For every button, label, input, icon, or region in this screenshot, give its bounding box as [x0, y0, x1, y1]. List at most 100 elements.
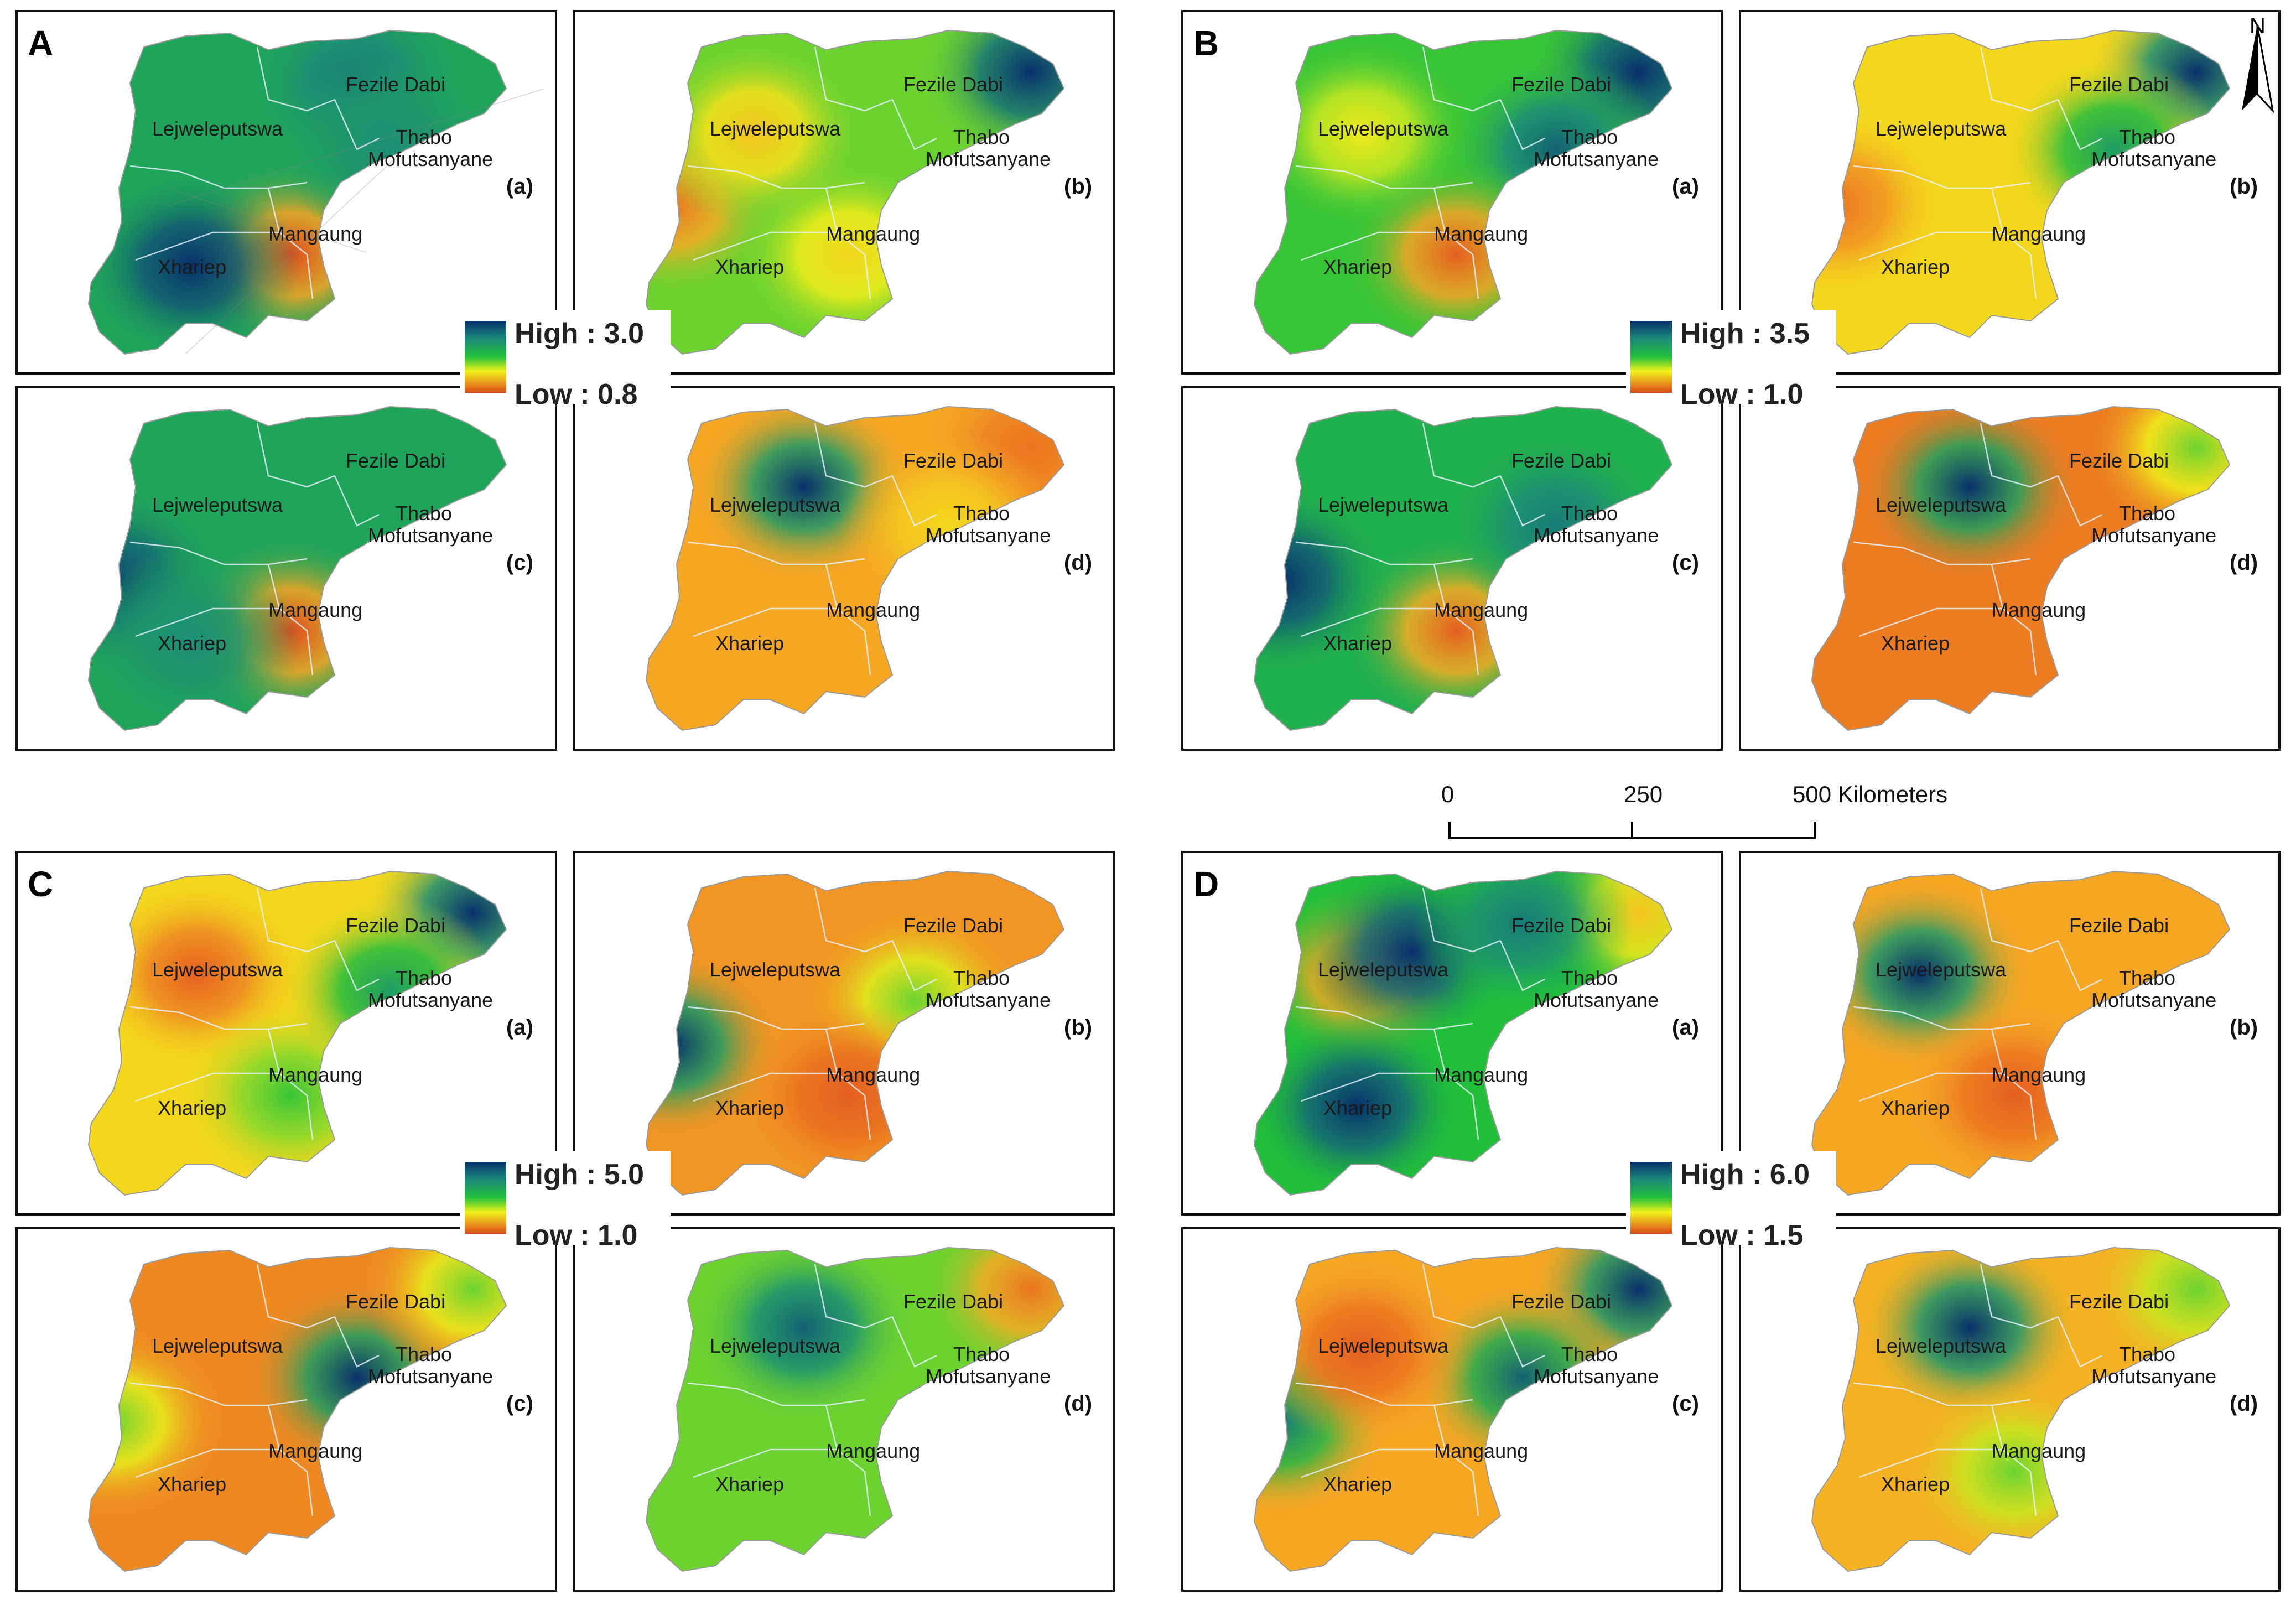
- region-label-mangaung: Mangaung: [826, 599, 920, 621]
- district-boundary: [1295, 541, 1473, 565]
- region-label-thabo-line1: Thabo: [1561, 1343, 1618, 1365]
- map-panel-c-b: Fezile Dabi Lejweleputswa ThaboMofutsanyan…: [573, 851, 1115, 1216]
- district-boundary: [814, 46, 893, 112]
- region-label-fezile-dabi: Fezile Dabi: [1511, 914, 1611, 937]
- district-boundary: [1301, 1448, 1445, 1478]
- district-boundary: [1499, 1316, 1545, 1368]
- panel-tag: (c): [1672, 550, 1699, 575]
- district-boundary: [687, 541, 865, 565]
- region-label-thabo-line1: Thabo: [396, 967, 452, 989]
- district-boundary: [135, 607, 279, 637]
- region-label-mangaung: Mangaung: [1434, 222, 1528, 245]
- region-label-mangaung: Mangaung: [1434, 599, 1528, 621]
- region-label-thabo-line2: Mofutsanyane: [1534, 989, 1659, 1011]
- province-outline: [645, 29, 1065, 355]
- map-panel-b-c: Fezile Dabi Lejweleputswa ThaboMofutsanyan…: [1181, 386, 1723, 751]
- province-outline: [1811, 29, 2231, 355]
- graticule-line: [136, 88, 546, 244]
- region-label-fezile-dabi: Fezile Dabi: [903, 73, 1003, 96]
- region-label-lejweleputswa: Lejweleputswa: [710, 117, 841, 140]
- region-label-lejweleputswa: Lejweleputswa: [710, 1334, 841, 1357]
- region-label-fezile-dabi: Fezile Dabi: [903, 914, 1003, 937]
- legend-high-label: High : 3.5: [1680, 318, 1810, 350]
- hotspot: [2086, 407, 2230, 542]
- panel-tag: (a): [506, 1015, 533, 1040]
- district-boundary: [1301, 231, 1445, 261]
- map-panel-a-a: Fezile Dabi Lejweleputswa ThaboMofutsanyan…: [15, 10, 557, 375]
- province-outline: [87, 29, 507, 355]
- district-boundary: [256, 46, 335, 112]
- district-boundary: [693, 607, 837, 637]
- region-label-thabo-line2: Mofutsanyane: [1534, 148, 1659, 170]
- region-label-lejweleputswa: Lejweleputswa: [1876, 958, 2007, 981]
- district-boundary: [135, 1072, 279, 1102]
- map-panel-c-a: Fezile Dabi Lejweleputswa ThaboMofutsanyan…: [15, 851, 557, 1216]
- region-label-fezile-dabi: Fezile Dabi: [346, 1290, 445, 1313]
- province-outline: [1253, 1246, 1673, 1572]
- district-boundary: [891, 940, 937, 991]
- district-boundary: [129, 165, 308, 189]
- hotspot: [1254, 1012, 1467, 1195]
- map-group-d: Fezile Dabi Lejweleputswa Thabo Mofutsanyan…: [1181, 851, 2281, 1592]
- map-panel-a-c: Fezile Dabi Lejweleputswa ThaboMofutsanyan…: [15, 386, 557, 751]
- legend-high-label: High : 5.0: [515, 1159, 644, 1191]
- district-boundary: [1853, 541, 2031, 565]
- region-label-thabo-line1: Thabo: [953, 967, 1010, 989]
- region-label-fezile-dabi: Fezile Dabi: [1511, 449, 1611, 472]
- district-boundary: [1499, 475, 1545, 527]
- region-label-thabo-line1: Thabo: [953, 502, 1010, 524]
- region-label-mangaung: Mangaung: [1434, 1440, 1528, 1462]
- region-label-fezile-dabi: Fezile Dabi: [346, 73, 445, 96]
- region-label-xhariep: Xhariep: [158, 256, 226, 278]
- region-label-fezile-dabi: Fezile Dabi: [1511, 1290, 1611, 1313]
- region-label-fezile-dabi: Fezile Dabi: [2069, 449, 2169, 472]
- province-outline: [87, 1246, 507, 1572]
- panel-tag: (c): [506, 1391, 533, 1416]
- region-label-mangaung: Mangaung: [826, 1440, 920, 1462]
- district-boundary: [891, 475, 937, 527]
- district-boundary: [1980, 1264, 2059, 1329]
- region-label-fezile-dabi: Fezile Dabi: [2069, 1290, 2169, 1313]
- district-boundary: [2057, 475, 2103, 527]
- hotspot: [1254, 1256, 1473, 1444]
- panel-tag: (d): [2230, 1391, 2258, 1416]
- district-boundary: [135, 1448, 279, 1478]
- legend-low-label: Low : 1.0: [1680, 378, 1803, 411]
- district-boundary: [1858, 1448, 2003, 1478]
- region-label-mangaung: Mangaung: [268, 599, 362, 621]
- province-outline: [645, 870, 1065, 1196]
- district-boundary: [891, 99, 937, 150]
- region-label-lejweleputswa: Lejweleputswa: [152, 117, 283, 140]
- district-boundary: [129, 1006, 308, 1030]
- panel-tag: (a): [1672, 174, 1699, 199]
- province-outline: [645, 406, 1065, 731]
- region-label-thabo-line2: Mofutsanyane: [2091, 1365, 2216, 1388]
- region-label-thabo-line2: Mofutsanyane: [926, 1365, 1051, 1388]
- district-boundary: [687, 1006, 865, 1030]
- district-boundary: [825, 564, 871, 676]
- district-boundary: [693, 1448, 837, 1478]
- scale-bar-label: 500 Kilometers: [1793, 781, 1947, 807]
- district-boundary: [825, 1405, 871, 1516]
- region-label-xhariep: Xhariep: [1323, 1473, 1392, 1495]
- district-boundary: [891, 1316, 937, 1368]
- legend-high-label: High : 6.0: [1680, 1159, 1810, 1191]
- region-label-thabo-line1: Thabo: [953, 126, 1010, 148]
- legend-color-ramp: [1630, 321, 1672, 393]
- region-label-mangaung: Mangaung: [1992, 1440, 2086, 1462]
- region-label-xhariep: Xhariep: [715, 256, 784, 278]
- province-outline: [1811, 870, 2231, 1196]
- district-boundary: [267, 1405, 314, 1516]
- district-boundary: [334, 99, 380, 150]
- panel-tag: (a): [506, 174, 533, 199]
- region-label-xhariep: Xhariep: [1881, 1473, 1950, 1495]
- legend-high-label: High : 3.0: [515, 318, 644, 350]
- panel-tag: (d): [1064, 1391, 1092, 1416]
- district-boundary: [1858, 607, 2003, 637]
- province-outline: [1811, 1246, 2231, 1572]
- region-label-mangaung: Mangaung: [826, 222, 920, 245]
- district-boundary: [1991, 188, 2037, 299]
- region-label-xhariep: Xhariep: [1881, 632, 1950, 655]
